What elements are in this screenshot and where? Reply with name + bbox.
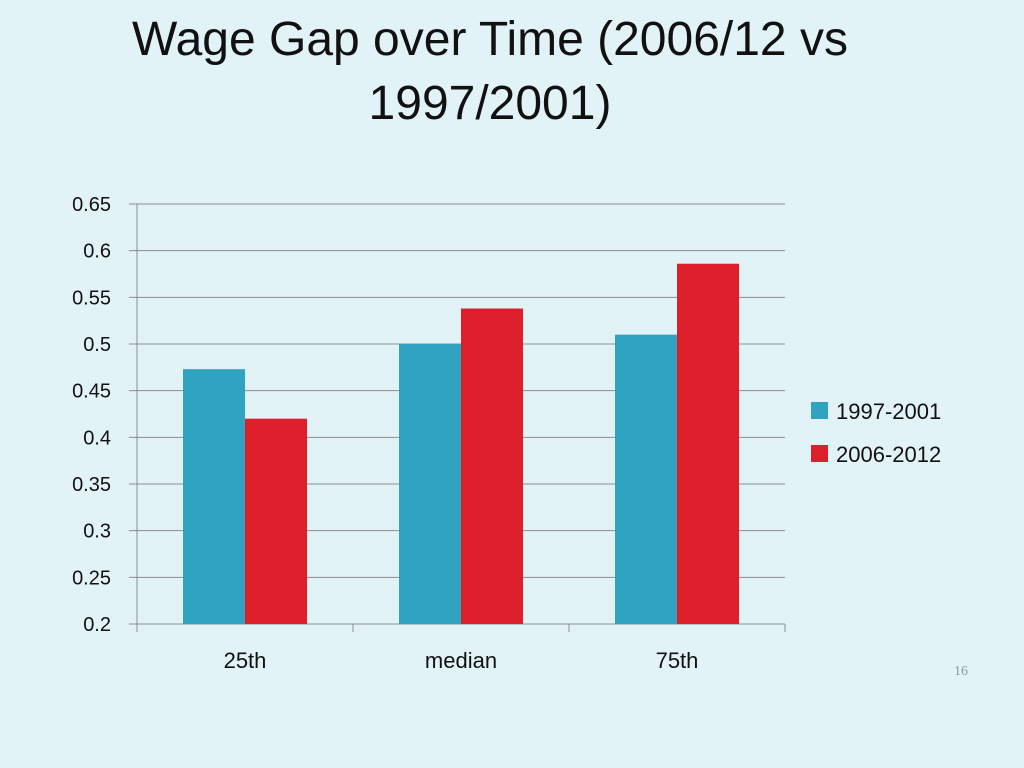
page-number: 16 [954, 664, 968, 679]
slide-title: Wage Gap over Time (2006/12 vs 1997/2001… [90, 8, 890, 136]
y-tick-label: 0.45 [72, 381, 111, 403]
y-tick-label: 0.4 [83, 427, 111, 449]
y-tick-label: 0.55 [72, 287, 111, 309]
x-tick-label: median [425, 648, 497, 673]
legend: 1997-2001 2006-2012 [811, 399, 941, 467]
y-tick-label: 0.3 [83, 521, 111, 543]
y-tick-labels: 0.2 0.25 0.3 0.35 0.4 0.45 0.5 0.55 0.6 0.65 [72, 194, 111, 636]
x-tick-labels: 25th median 75th [224, 648, 699, 673]
x-tick-label: 75th [656, 648, 699, 673]
legend-swatch-1997-2001 [811, 402, 828, 419]
x-tick-label: 25th [224, 648, 267, 673]
y-tick-label: 0.6 [83, 241, 111, 263]
legend-label: 2006-2012 [836, 442, 941, 467]
y-tick-label: 0.65 [72, 194, 111, 216]
bar-1997-2001-25th [183, 369, 245, 624]
y-tick-label: 0.5 [83, 334, 111, 356]
bar-2006-2012-median [461, 308, 523, 624]
y-tick-label: 0.35 [72, 474, 111, 496]
legend-label: 1997-2001 [836, 399, 941, 424]
slide-title-line-2: 1997/2001) [368, 77, 612, 130]
y-tick-label: 0.2 [83, 614, 111, 636]
bar-1997-2001-75th [615, 334, 677, 624]
y-tick-label: 0.25 [72, 567, 111, 589]
bar-2006-2012-75th [677, 263, 739, 624]
bar-2006-2012-25th [245, 418, 307, 624]
bars [183, 263, 739, 624]
legend-swatch-2006-2012 [811, 445, 828, 462]
slide-title-line-1: Wage Gap over Time (2006/12 vs [132, 13, 848, 66]
bar-1997-2001-median [399, 344, 461, 624]
